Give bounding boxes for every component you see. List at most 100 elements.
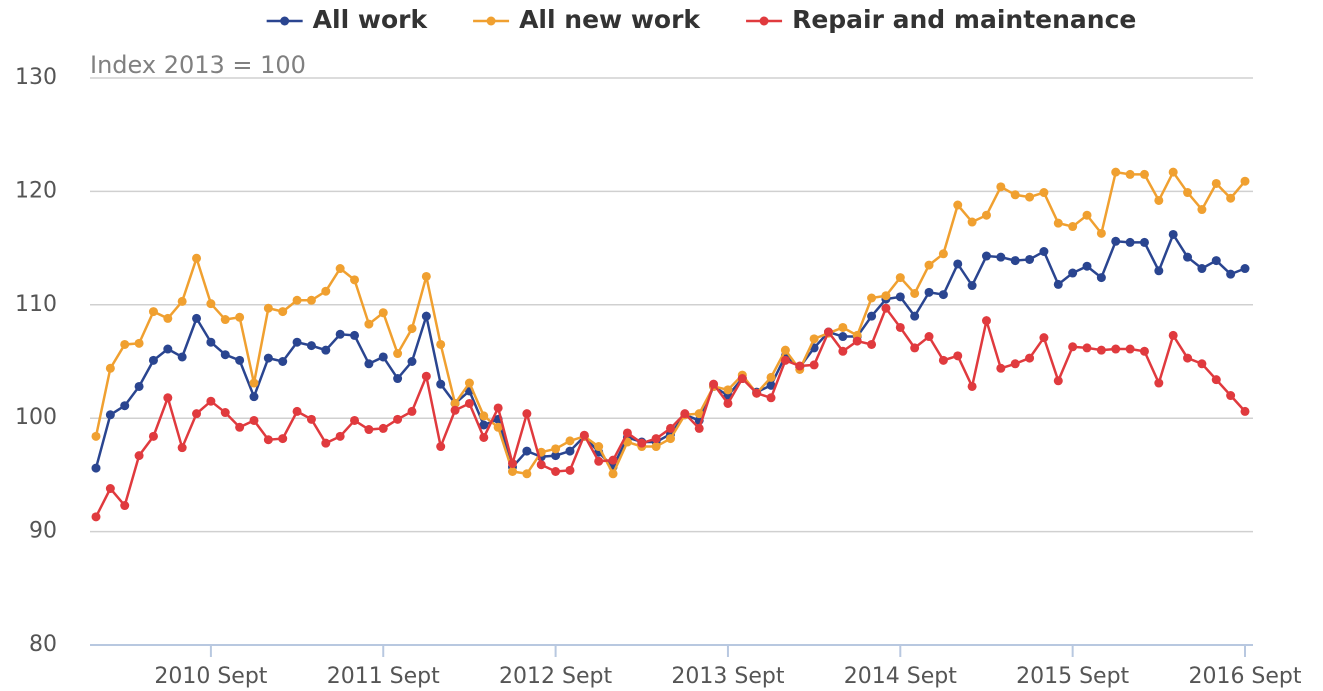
data-point: [1125, 169, 1135, 179]
data-point: [852, 336, 862, 346]
data-point: [163, 344, 173, 354]
data-point: [551, 466, 561, 476]
data-point: [1197, 264, 1207, 274]
data-point: [206, 396, 216, 406]
series-line: [94, 305, 1246, 518]
x-tick-label: 2010 Sept: [154, 664, 267, 689]
data-point: [508, 466, 518, 476]
data-point: [522, 446, 532, 456]
data-point: [421, 311, 431, 321]
data-point: [522, 469, 532, 479]
y-tick-label: 110: [15, 292, 57, 317]
data-point: [1154, 378, 1164, 388]
data-point: [350, 415, 360, 425]
data-point: [479, 411, 489, 421]
data-point: [249, 415, 259, 425]
data-point: [1053, 218, 1063, 228]
data-point: [522, 409, 532, 419]
data-point: [321, 345, 331, 355]
data-point: [335, 264, 345, 274]
data-point: [177, 296, 187, 306]
data-point: [393, 374, 403, 384]
data-point: [737, 374, 747, 384]
data-point: [378, 308, 388, 318]
data-point: [622, 428, 632, 438]
data-point: [105, 484, 115, 494]
legend-marker: [486, 16, 496, 26]
data-point: [780, 355, 790, 365]
data-point: [450, 405, 460, 415]
data-point: [910, 311, 920, 321]
data-point: [1039, 333, 1049, 343]
legend-marker: [759, 16, 769, 26]
data-point: [206, 299, 216, 309]
legend-marker: [280, 16, 290, 26]
data-point: [1053, 279, 1063, 289]
data-point: [105, 363, 115, 373]
data-point: [91, 512, 101, 522]
data-point: [1068, 222, 1078, 232]
data-point: [436, 339, 446, 349]
data-point: [1168, 229, 1178, 239]
data-point: [350, 330, 360, 340]
data-point: [953, 200, 963, 210]
data-point: [981, 210, 991, 220]
data-point: [651, 434, 661, 444]
data-point: [1096, 273, 1106, 283]
data-point: [235, 422, 245, 432]
data-point: [1168, 167, 1178, 177]
data-point: [967, 281, 977, 291]
data-point: [134, 338, 144, 348]
data-point: [838, 346, 848, 356]
x-tick-label: 2011 Sept: [327, 664, 440, 689]
data-point: [479, 432, 489, 442]
data-point: [1139, 237, 1149, 247]
data-point: [1111, 236, 1121, 246]
data-point: [780, 345, 790, 355]
data-point: [192, 313, 202, 323]
data-point: [953, 259, 963, 269]
data-point: [393, 349, 403, 359]
data-point: [694, 423, 704, 433]
data-point: [1082, 261, 1092, 271]
y-tick-label: 130: [15, 65, 57, 90]
data-point: [364, 425, 374, 435]
data-point: [795, 361, 805, 371]
data-point: [1168, 330, 1178, 340]
data-point: [134, 451, 144, 461]
data-point: [306, 295, 316, 305]
legend-label: Repair and maintenance: [792, 5, 1136, 34]
data-point: [594, 442, 604, 452]
data-point: [1154, 195, 1164, 205]
data-point: [924, 332, 934, 342]
data-point: [292, 406, 302, 416]
data-point: [306, 414, 316, 424]
data-point: [938, 355, 948, 365]
data-point: [565, 446, 575, 456]
data-point: [924, 287, 934, 297]
data-point: [134, 381, 144, 391]
data-point: [666, 434, 675, 444]
data-point: [177, 352, 187, 362]
legend-label: All new work: [519, 5, 701, 34]
data-point: [335, 329, 345, 339]
data-point: [608, 469, 618, 479]
data-point: [809, 334, 819, 344]
data-point: [996, 182, 1006, 192]
data-point: [1125, 237, 1135, 247]
data-point: [1154, 266, 1164, 276]
y-tick-label: 120: [15, 178, 57, 203]
data-point: [177, 443, 187, 453]
data-point: [1010, 256, 1020, 266]
data-point: [1183, 252, 1193, 262]
data-point: [278, 434, 288, 444]
data-point: [1111, 167, 1121, 177]
data-point: [192, 409, 202, 419]
data-point: [809, 360, 819, 370]
data-point: [981, 251, 991, 261]
data-point: [1240, 406, 1250, 416]
data-point: [1125, 344, 1135, 354]
data-point: [967, 381, 977, 391]
data-point: [551, 444, 561, 454]
data-point: [1211, 178, 1221, 188]
